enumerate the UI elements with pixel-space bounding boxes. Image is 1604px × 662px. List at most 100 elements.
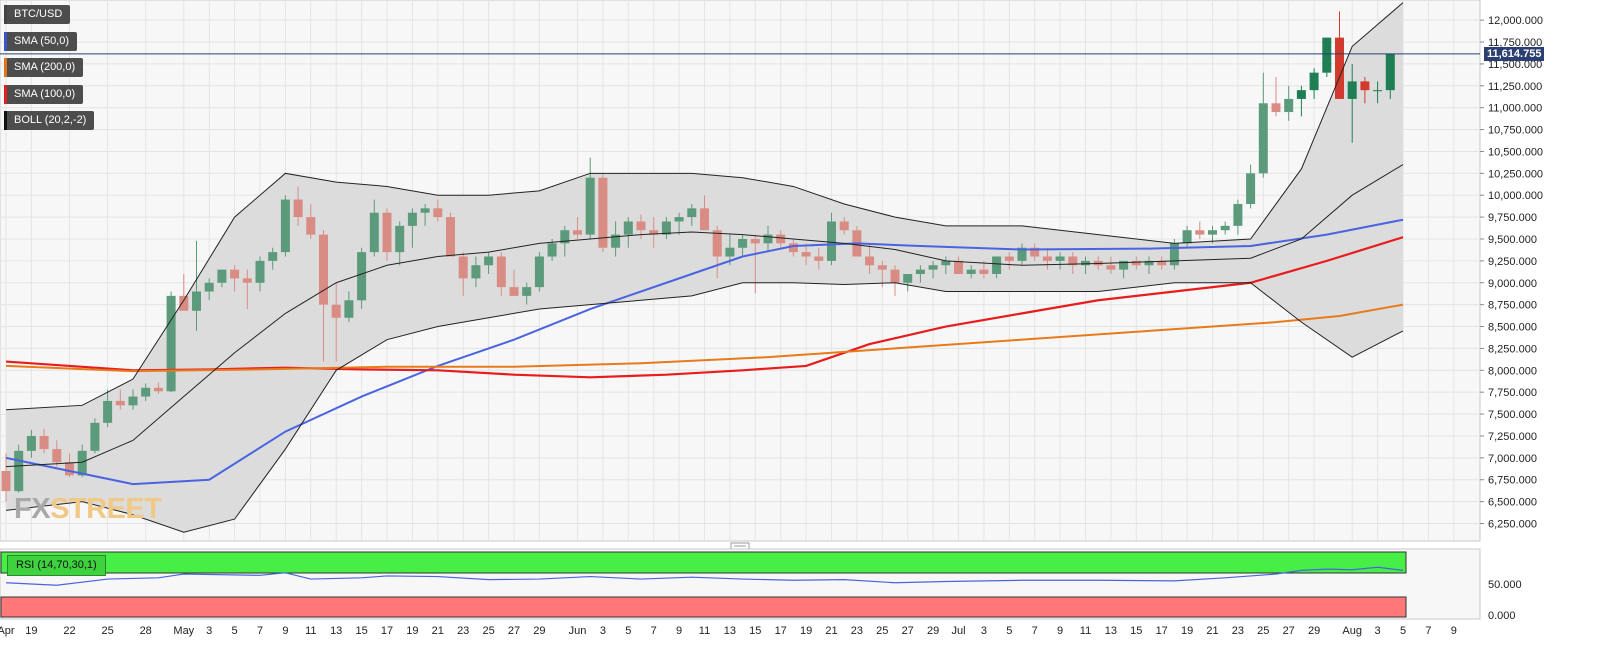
y-tick-label: 9,500.000 — [1488, 234, 1537, 246]
legend-label: SMA (200,0) — [14, 61, 76, 73]
x-tick-label: Aug — [1342, 625, 1362, 637]
y-tick-label: 7,000.000 — [1488, 453, 1537, 465]
x-tick-label: 21 — [432, 625, 444, 637]
candle-body — [14, 450, 24, 492]
candle-body — [115, 400, 125, 406]
legend-item-sma-50-0[interactable]: SMA (50,0) — [4, 31, 78, 51]
y-tick-label: 9,000.000 — [1488, 278, 1537, 290]
candle-body — [1208, 230, 1217, 235]
candle-body — [1309, 72, 1319, 91]
x-tick-label: 9 — [676, 625, 682, 637]
candle-body — [700, 208, 709, 231]
candle-body — [661, 221, 671, 235]
candle-body — [827, 221, 836, 261]
candle-body — [395, 225, 405, 253]
candle-body — [306, 217, 316, 235]
candle-body — [763, 234, 773, 244]
candle-body — [1360, 81, 1370, 91]
candle-body — [1055, 256, 1065, 261]
candle-body — [1322, 37, 1332, 73]
candle-body — [52, 449, 62, 463]
candle-body — [1017, 247, 1027, 261]
candle-body — [369, 212, 379, 253]
x-tick-label: 5 — [625, 625, 631, 637]
x-tick-label: 13 — [724, 625, 736, 637]
candle-body — [1042, 256, 1052, 261]
x-tick-label: Jul — [951, 625, 965, 637]
candle-body — [1068, 256, 1078, 266]
x-tick-label: 25 — [1257, 625, 1269, 637]
candle-body — [26, 435, 36, 451]
candle-body — [420, 208, 430, 213]
candle-body — [547, 243, 557, 257]
candle-body — [357, 252, 367, 301]
y-tick-label: 12,000.000 — [1488, 15, 1543, 27]
x-tick-label: 11 — [1080, 625, 1091, 637]
candle-body — [1296, 90, 1306, 99]
candle-body — [776, 234, 786, 244]
x-tick-label: 27 — [1283, 625, 1295, 637]
candle-body — [877, 265, 887, 270]
candle-body — [90, 422, 100, 451]
x-tick-label: 27 — [508, 625, 520, 637]
x-tick-label: 21 — [1206, 625, 1218, 637]
x-tick-label: 15 — [355, 625, 367, 637]
candle-body — [344, 300, 354, 318]
candle-body — [623, 221, 633, 235]
candle-body — [471, 265, 481, 279]
x-tick-label: 5 — [232, 625, 238, 637]
legend-swatch — [4, 58, 7, 77]
x-tick-label: 23 — [457, 625, 469, 637]
x-tick-label: 13 — [330, 625, 342, 637]
fxstreet-watermark: FXSTREET — [14, 493, 162, 526]
y-tick-label: 10,750.000 — [1488, 125, 1543, 137]
x-tick-label: 22 — [63, 625, 75, 637]
candle-body — [1385, 53, 1395, 91]
candle-body — [725, 247, 735, 257]
candle-body — [636, 221, 646, 231]
candle-body — [649, 230, 659, 235]
rsi-label[interactable]: RSI (14,70,30,1) — [7, 555, 106, 576]
candle-body — [750, 238, 760, 244]
y-tick-label: 7,750.000 — [1488, 387, 1537, 399]
x-tick-label: 7 — [1032, 625, 1038, 637]
candle-body — [611, 234, 621, 248]
candle-body — [1144, 260, 1154, 266]
x-tick-label: 27 — [902, 625, 914, 637]
legend-item-btc-usd[interactable]: BTC/USD — [4, 5, 71, 24]
legend-swatch — [4, 31, 7, 51]
candle-body — [1119, 260, 1129, 270]
y-tick-label: 8,500.000 — [1488, 322, 1537, 334]
candle-body — [1182, 230, 1192, 244]
x-tick-label: 3 — [981, 625, 987, 637]
candle-body — [1131, 260, 1141, 266]
candle-body — [1335, 37, 1344, 99]
candle-body — [585, 177, 595, 235]
legend-item-sma-100-0[interactable]: SMA (100,0) — [4, 84, 84, 104]
y-tick-label: 11,000.000 — [1488, 103, 1542, 115]
candle-body — [446, 217, 455, 257]
y-tick-label: 10,500.000 — [1488, 146, 1543, 158]
candle-body — [458, 256, 468, 279]
x-tick-label: 7 — [651, 625, 657, 637]
sma-50-0-line — [5, 218, 1404, 486]
candle-body — [319, 234, 328, 305]
x-tick-label: 28 — [140, 625, 152, 637]
x-tick-label: Apr — [0, 625, 15, 637]
x-tick-label: 7 — [257, 625, 263, 637]
y-tick-label: 8,750.000 — [1488, 300, 1537, 312]
legend-label: BOLL (20,2,-2) — [14, 114, 87, 126]
legend-item-boll-20-2-2[interactable]: BOLL (20,2,-2) — [4, 111, 95, 130]
boll-lower-line — [5, 282, 1404, 533]
x-tick-label: 29 — [927, 625, 939, 637]
x-tick-label: 13 — [1105, 625, 1117, 637]
y-tick-label: 11,250.000 — [1488, 81, 1542, 93]
candle-body — [1106, 265, 1116, 270]
rsi-tick-label: 50.000 — [1488, 579, 1522, 591]
x-tick-label: 25 — [482, 625, 494, 637]
candle-body — [166, 295, 176, 392]
rsi-overbought-zone — [0, 551, 1407, 574]
legend-item-sma-200-0[interactable]: SMA (200,0) — [4, 58, 84, 77]
y-tick-label: 6,750.000 — [1488, 475, 1537, 487]
